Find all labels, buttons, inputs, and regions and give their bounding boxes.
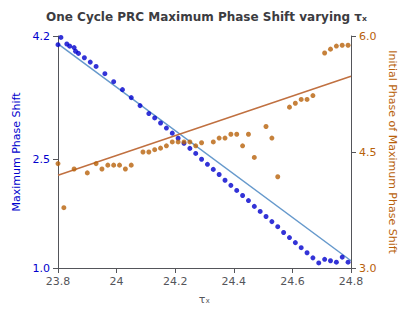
svg-text:1.0: 1.0 [33, 262, 51, 275]
svg-text:Initial Phase of Maximum Phase: Initial Phase of Maximum Phase Shift [386, 50, 399, 254]
svg-text:6.0: 6.0 [359, 30, 377, 43]
svg-text:24.8: 24.8 [339, 275, 364, 288]
svg-text:24.6: 24.6 [280, 275, 305, 288]
svg-text:3.0: 3.0 [359, 262, 377, 275]
svg-text:τₓ: τₓ [199, 293, 211, 306]
svg-text:Maximum Phase Shift: Maximum Phase Shift [10, 92, 23, 212]
svg-text:4.2: 4.2 [33, 30, 51, 43]
svg-text:24.2: 24.2 [163, 275, 188, 288]
svg-text:24: 24 [110, 275, 124, 288]
svg-text:24.4: 24.4 [222, 275, 247, 288]
svg-text:23.8: 23.8 [46, 275, 71, 288]
svg-text:2.5: 2.5 [33, 153, 51, 166]
svg-text:4.5: 4.5 [359, 146, 377, 159]
svg-text:One Cycle PRC Maximum Phase Sh: One Cycle PRC Maximum Phase Shift varyin… [46, 10, 367, 24]
